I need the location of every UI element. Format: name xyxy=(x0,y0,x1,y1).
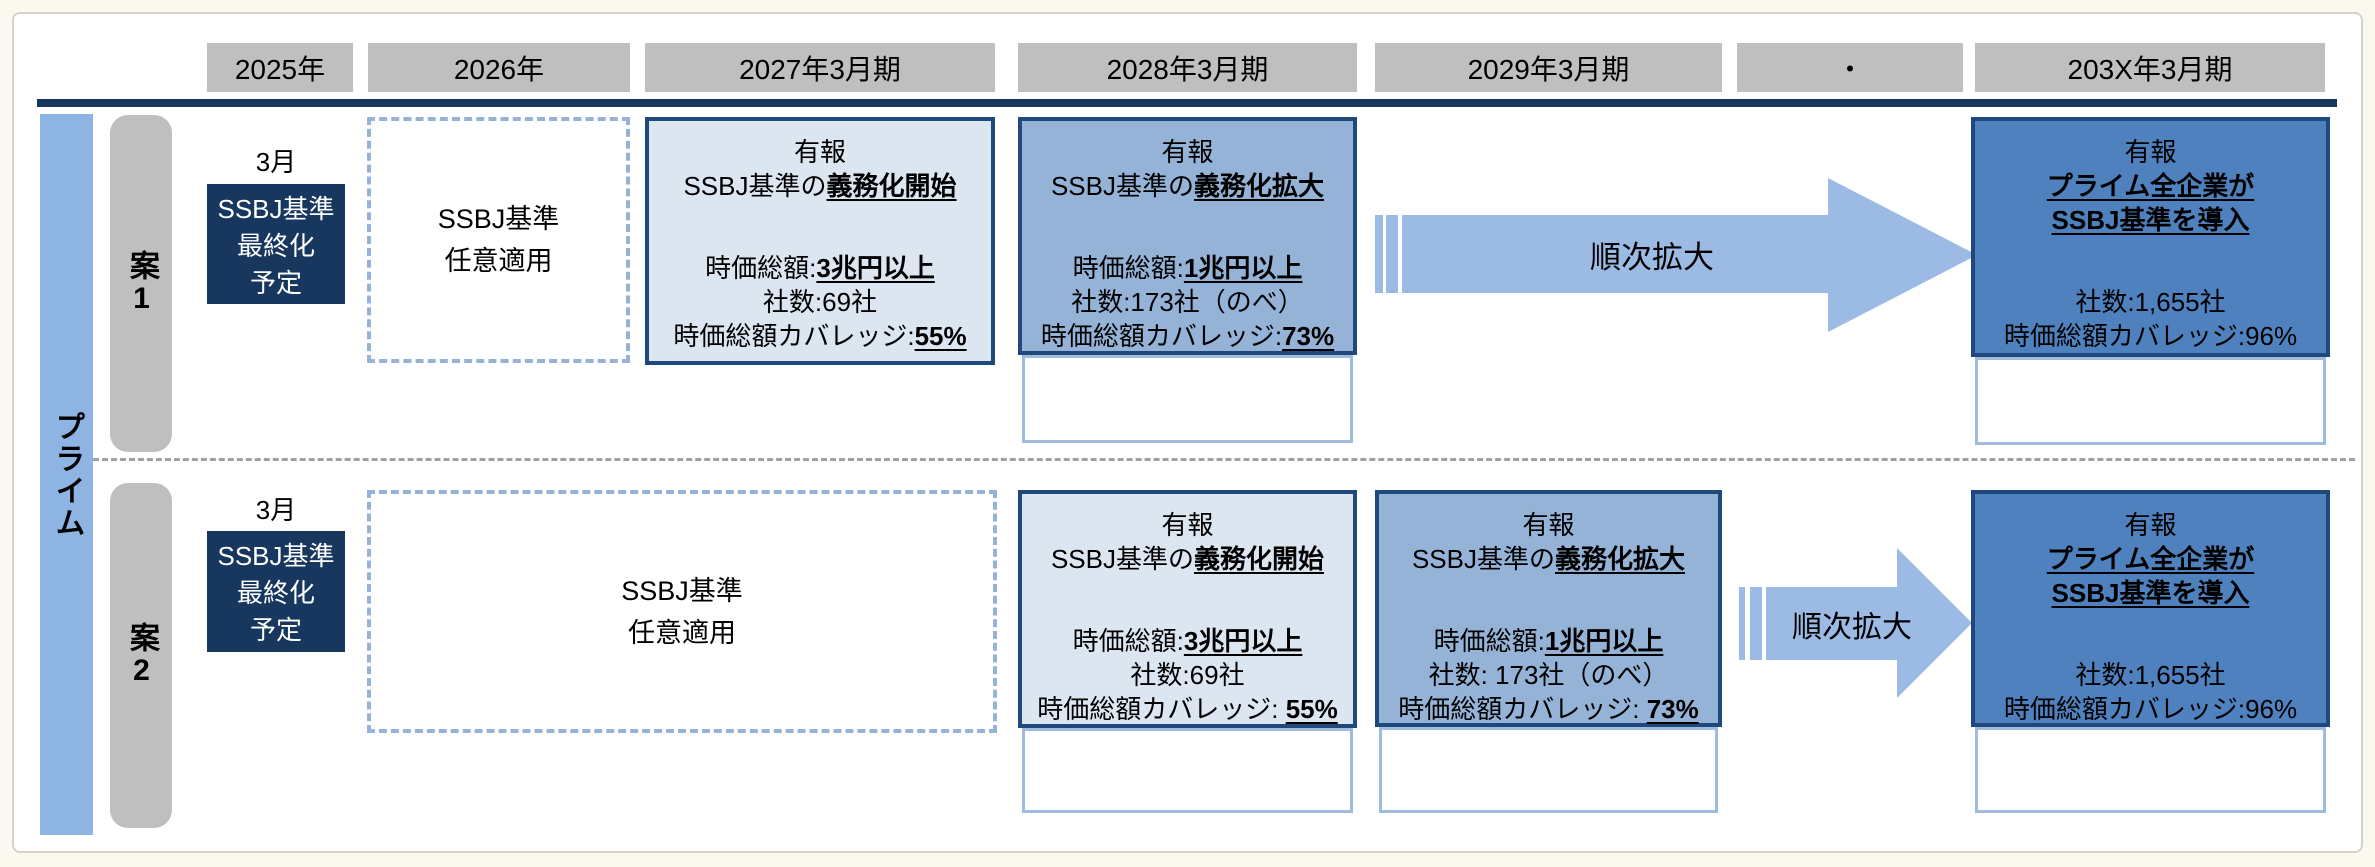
coverage-text: 時価総額カバレッジ: xyxy=(1037,694,1286,724)
prime-market-label: プライム xyxy=(50,410,84,539)
marketcap-emphasis: 1兆円以上 xyxy=(1544,626,1664,656)
report-label: 有報 xyxy=(1161,137,1214,167)
ssbj-finalization-box-row1: SSBJ基準 最終化 予定 xyxy=(207,184,345,304)
subject-text: SSBJ基準の xyxy=(683,171,827,201)
company-count: 社数:1,655社 xyxy=(2075,660,2226,690)
report-label: 有報 xyxy=(793,137,846,167)
expand-arrow-head xyxy=(1828,178,1977,332)
expand-arrow-head xyxy=(1897,548,1972,698)
coverage-text: 時価総額カバレッジ: xyxy=(1398,694,1647,724)
mandatory-start-box-row1: 有報 SSBJ基準の義務化開始 時価総額:3兆円以上 社数:69社 時価総額カバ… xyxy=(645,117,995,365)
full-adoption-box-row2: 有報 プライム全企業が SSBJ基準を導入 社数:1,655社 時価総額カバレッ… xyxy=(1971,490,2330,727)
coverage-emphasis: 55% xyxy=(1285,694,1338,724)
coverage-text: 時価総額カバレッジ: xyxy=(1040,321,1283,351)
expand-arrow-body xyxy=(1766,587,1897,660)
timeline-header-ellipsis: ・ xyxy=(1737,43,1963,92)
company-count: 社数:173社（のべ） xyxy=(1071,287,1304,317)
timeline-header-2026: 2026年 xyxy=(368,43,630,92)
marketcap-emphasis: 3兆円以上 xyxy=(1183,626,1303,656)
marketcap-text: 時価総額: xyxy=(1433,626,1545,656)
company-count: 社数: 173社（のべ） xyxy=(1428,660,1669,690)
timeline-header-2028: 2028年3月期 xyxy=(1018,43,1357,92)
ssbj-finalization-box-row2: SSBJ基準 最終化 予定 xyxy=(207,531,345,652)
finalization-line: 最終化 xyxy=(236,578,315,608)
case2-bar: 案2 xyxy=(110,483,172,828)
marketcap-text: 時価総額: xyxy=(705,253,817,283)
subject-text: SSBJ基準の xyxy=(1050,544,1194,574)
coverage-emphasis: 55% xyxy=(914,321,967,351)
arrow-tail-stripe xyxy=(1386,215,1398,293)
finalization-line: 予定 xyxy=(249,615,302,645)
report-label: 有報 xyxy=(1522,510,1575,540)
subject-emphasis: 義務化拡大 xyxy=(1555,544,1686,574)
adoption-emphasis: SSBJ基準を導入 xyxy=(2051,205,2250,235)
empty-extension-box xyxy=(1022,728,1353,813)
arrow-label-row2: 順次拡大 xyxy=(1792,610,1912,644)
subject-text: SSBJ基準の xyxy=(1411,544,1555,574)
march-label-row1: 3月 xyxy=(255,147,297,177)
empty-extension-box xyxy=(1975,357,2326,445)
subject-emphasis: 義務化拡大 xyxy=(1194,171,1325,201)
subject-emphasis: 義務化開始 xyxy=(1194,544,1325,574)
finalization-line: SSBJ基準 xyxy=(217,194,335,224)
coverage-text: 時価総額カバレッジ: xyxy=(673,321,915,351)
arrow-label-row1: 順次拡大 xyxy=(1590,239,1714,275)
finalization-line: 最終化 xyxy=(236,231,315,261)
mandatory-expand-box-row1: 有報 SSBJ基準の義務化拡大 時価総額:1兆円以上 社数:173社（のべ） 時… xyxy=(1018,117,1357,355)
empty-extension-box xyxy=(1379,727,1718,813)
coverage-emphasis: 73% xyxy=(1646,694,1699,724)
full-adoption-box-row1: 有報 プライム全企業が SSBJ基準を導入 社数:1,655社 時価総額カバレッ… xyxy=(1971,117,2330,357)
marketcap-emphasis: 3兆円以上 xyxy=(816,253,935,283)
arrow-tail-stripe xyxy=(1375,215,1383,293)
march-label-row2: 3月 xyxy=(255,495,297,525)
timeline-axis-line xyxy=(37,99,2337,107)
adoption-emphasis: SSBJ基準を導入 xyxy=(2051,578,2250,608)
timeline-header-203x: 203X年3月期 xyxy=(1975,43,2325,92)
subject-text: SSBJ基準の xyxy=(1050,171,1194,201)
voluntary-adoption-box-row2: SSBJ基準 任意適用 xyxy=(367,490,997,733)
finalization-line: SSBJ基準 xyxy=(217,541,335,571)
company-count: 社数:69社 xyxy=(762,287,878,317)
timeline-header-2025: 2025年 xyxy=(207,43,353,92)
voluntary-adoption-box-row1: SSBJ基準 任意適用 xyxy=(367,117,630,363)
mandatory-expand-box-row2: 有報 SSBJ基準の義務化拡大 時価総額:1兆円以上 社数: 173社（のべ） … xyxy=(1375,490,1722,727)
marketcap-emphasis: 1兆円以上 xyxy=(1183,253,1303,283)
coverage-text: 時価総額カバレッジ:96% xyxy=(2003,321,2298,351)
case1-label: 案1 xyxy=(125,250,158,317)
arrow-tail-stripe xyxy=(1750,587,1762,660)
coverage-text: 時価総額カバレッジ:96% xyxy=(2003,694,2298,724)
marketcap-text: 時価総額: xyxy=(1072,626,1184,656)
case2-label: 案2 xyxy=(125,622,158,689)
timeline-header-2027: 2027年3月期 xyxy=(645,43,995,92)
adoption-emphasis: プライム全企業が xyxy=(2046,544,2255,574)
timeline-header-2029: 2029年3月期 xyxy=(1375,43,1722,92)
company-count: 社数:1,655社 xyxy=(2075,287,2226,317)
coverage-emphasis: 73% xyxy=(1282,321,1335,351)
row-divider xyxy=(93,458,2355,461)
voluntary-line: SSBJ基準 xyxy=(621,575,743,606)
voluntary-line: 任意適用 xyxy=(628,617,736,648)
arrow-tail-stripe xyxy=(1739,587,1745,660)
voluntary-line: 任意適用 xyxy=(444,246,553,276)
finalization-line: 予定 xyxy=(249,268,302,298)
prime-market-bar: プライム xyxy=(40,114,93,835)
report-label: 有報 xyxy=(2124,510,2177,540)
report-label: 有報 xyxy=(1161,510,1214,540)
voluntary-line: SSBJ基準 xyxy=(437,204,560,234)
mandatory-start-box-row2: 有報 SSBJ基準の義務化開始 時価総額:3兆円以上 社数:69社 時価総額カバ… xyxy=(1018,490,1357,728)
subject-emphasis: 義務化開始 xyxy=(826,171,957,201)
marketcap-text: 時価総額: xyxy=(1072,253,1184,283)
expand-arrow-body xyxy=(1402,215,1828,293)
company-count: 社数:69社 xyxy=(1130,660,1245,690)
report-label: 有報 xyxy=(2124,137,2177,167)
empty-extension-box xyxy=(1022,355,1353,443)
case1-bar: 案1 xyxy=(110,115,172,452)
empty-extension-box xyxy=(1975,727,2326,813)
adoption-emphasis: プライム全企業が xyxy=(2046,171,2255,201)
